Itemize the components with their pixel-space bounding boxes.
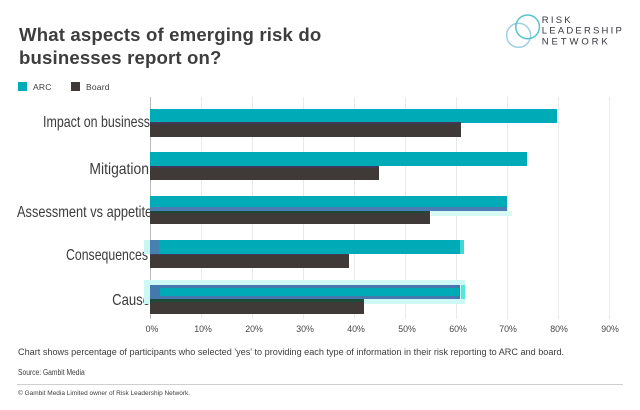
svg-text:NETWORK: NETWORK — [542, 36, 611, 47]
svg-text:RISK: RISK — [542, 15, 573, 26]
svg-text:LEADERSHIP: LEADERSHIP — [542, 25, 624, 36]
